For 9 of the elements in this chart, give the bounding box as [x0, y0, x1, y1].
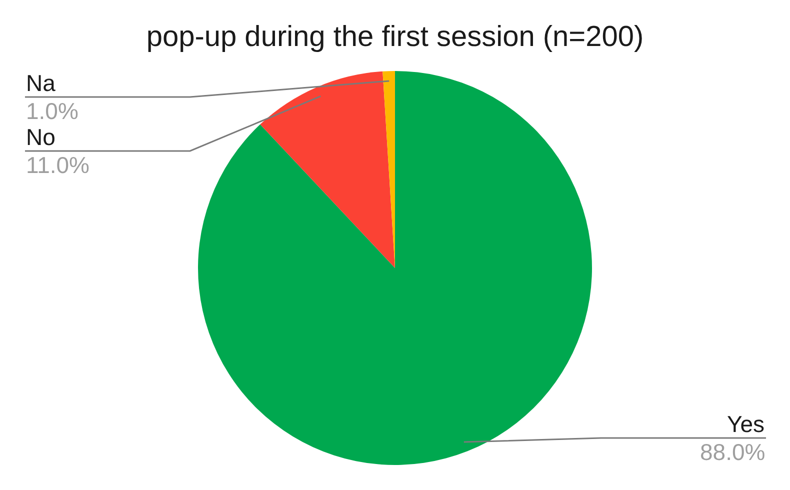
data-label: 88.0%: [700, 439, 766, 465]
slice-label: Yes: [727, 411, 765, 437]
slice-label: No: [26, 124, 56, 150]
pie-slice: [198, 71, 592, 465]
data-label: 11.0%: [26, 152, 90, 178]
chart-title: pop-up during the first session (n=200): [146, 21, 644, 54]
slice-label: Na: [26, 70, 56, 96]
data-label: 1.0%: [26, 98, 78, 124]
pie-slice: [260, 71, 395, 268]
